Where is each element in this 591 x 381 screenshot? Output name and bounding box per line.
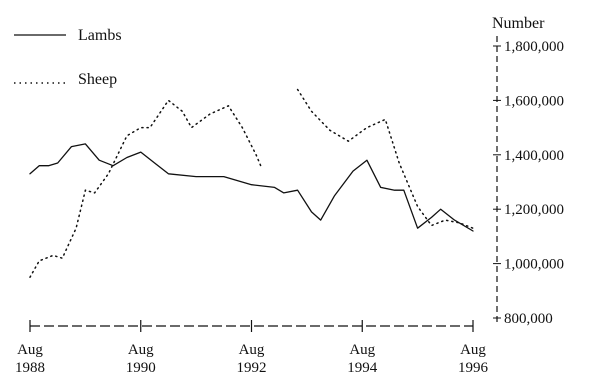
series-line-sheep [296,88,474,229]
legend-label-sheep: Sheep [78,71,117,88]
x-tick-label-month: Aug [460,342,486,358]
x-tick-label-year: 1992 [237,360,267,376]
y-tick-label: 1,800,000 [504,39,564,55]
x-tick-label-month: Aug [239,342,265,358]
plot-area [29,88,474,278]
x-tick-label-year: 1990 [126,360,156,376]
y-tick-label: 1,200,000 [504,202,564,218]
y-tick-label: 1,000,000 [504,257,564,273]
x-tick-label-year: 1994 [347,360,378,376]
x-tick-label-year: 1988 [15,360,45,376]
y-tick-label: 800,000 [504,311,553,327]
y-tick-label: 1,600,000 [504,93,564,109]
legend-label-lambs: Lambs [78,27,122,44]
series-line-lambs [29,143,474,232]
x-axis-ticks: Aug 1988 Aug 1990 Aug 1992 Aug 1994 Aug 1996 [15,320,489,376]
y-axis-label: Number [492,15,545,32]
x-tick-label-month: Aug [349,342,375,358]
y-tick-label: 1,400,000 [504,148,564,164]
x-tick-label-month: Aug [17,342,43,358]
x-tick-label-month: Aug [128,342,154,358]
y-axis-ticks: 800,000 1,000,000 1,200,000 1,400,000 1,600,… [493,39,564,327]
series-line-sheep [29,99,262,278]
x-tick-label-year: 1996 [458,360,489,376]
legend: Lambs Sheep [14,27,122,88]
